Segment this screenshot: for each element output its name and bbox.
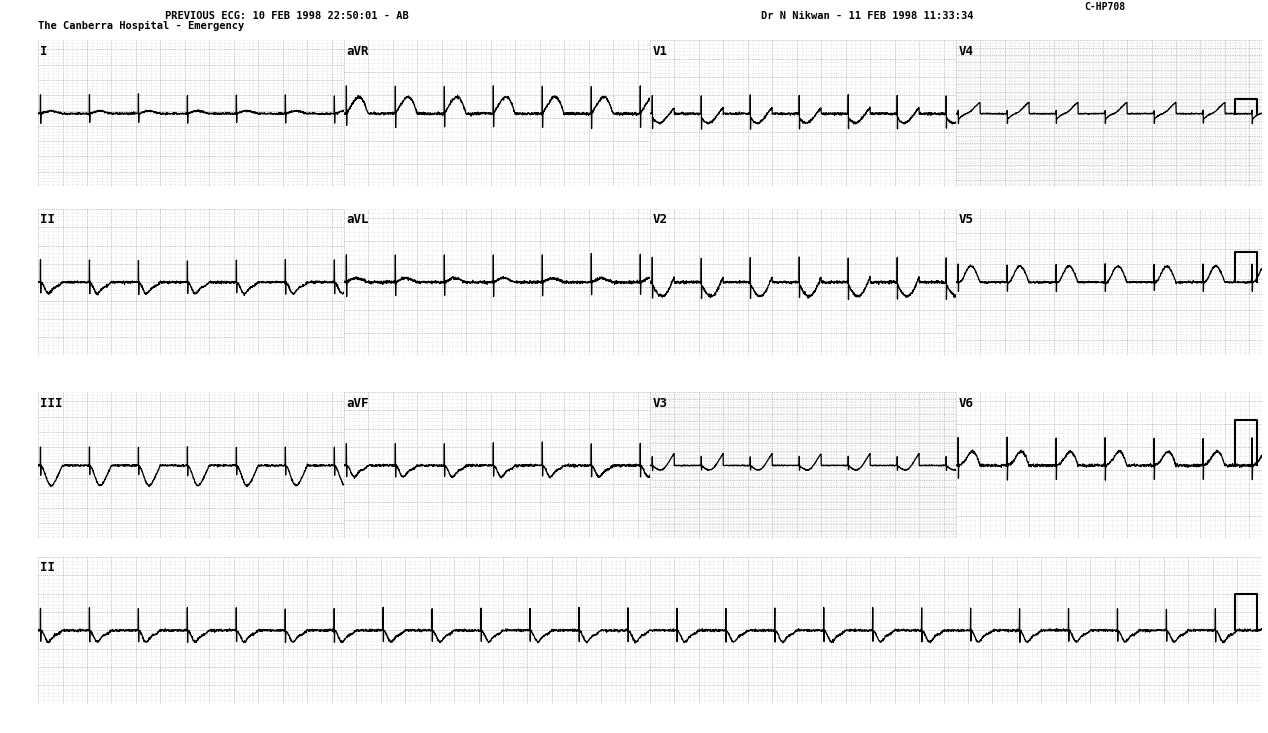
- Text: PREVIOUS ECG: 10 FEB 1998 22:50:01 - AB: PREVIOUS ECG: 10 FEB 1998 22:50:01 - AB: [165, 11, 408, 21]
- Text: V3: V3: [652, 397, 667, 410]
- Text: V1: V1: [652, 45, 667, 58]
- Text: C-HP708: C-HP708: [1084, 2, 1125, 12]
- Text: II: II: [41, 561, 56, 575]
- Text: I: I: [41, 45, 48, 58]
- Text: III: III: [41, 397, 63, 410]
- Text: V2: V2: [652, 213, 667, 226]
- Text: aVF: aVF: [346, 397, 369, 410]
- Text: aVL: aVL: [346, 213, 369, 226]
- Text: V4: V4: [959, 45, 974, 58]
- Text: V6: V6: [959, 397, 974, 410]
- Text: The Canberra Hospital - Emergency: The Canberra Hospital - Emergency: [38, 21, 245, 31]
- Text: Dr N Nikwan - 11 FEB 1998 11:33:34: Dr N Nikwan - 11 FEB 1998 11:33:34: [761, 11, 974, 21]
- Text: II: II: [41, 213, 56, 226]
- Text: aVR: aVR: [346, 45, 369, 58]
- Text: V5: V5: [959, 213, 974, 226]
